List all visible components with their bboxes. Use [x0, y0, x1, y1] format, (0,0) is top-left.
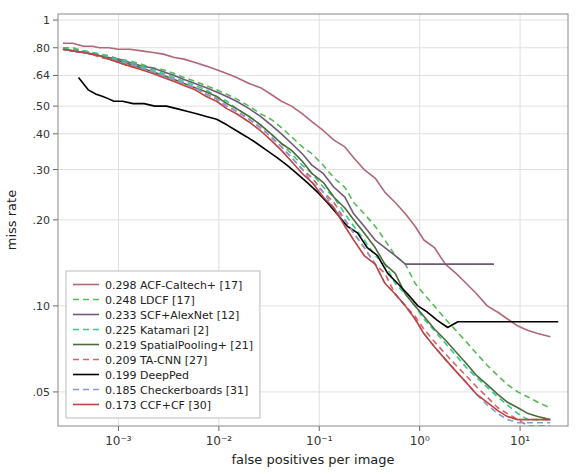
series-line: [63, 49, 494, 264]
background: [0, 0, 584, 474]
x-tick: [218, 426, 219, 431]
legend-swatch: [73, 404, 99, 406]
series-line: [63, 48, 550, 408]
y-tick: [53, 75, 58, 76]
y-tick-label: .80: [33, 42, 51, 55]
y-tick: [53, 305, 58, 306]
y-tick-label: .30: [33, 164, 51, 177]
legend-label: 0.298 ACF-Caltech+ [17]: [105, 279, 242, 292]
y-tick-label: .20: [33, 214, 51, 227]
x-axis-label: false positives per image: [231, 452, 394, 467]
legend-label: 0.173 CCF+CF [30]: [105, 399, 211, 412]
legend-swatch: [73, 329, 99, 331]
y-tick: [53, 219, 58, 220]
legend-swatch: [73, 284, 99, 286]
y-tick: [53, 391, 58, 392]
legend-swatch: [73, 389, 99, 391]
y-grid-line: [58, 133, 568, 134]
y-grid-line: [58, 169, 568, 170]
series-line: [63, 49, 550, 419]
legend-label: 0.209 TA-CNN [27]: [105, 354, 207, 367]
legend-swatch: [73, 299, 99, 301]
y-tick: [53, 133, 58, 134]
y-tick: [53, 106, 58, 107]
series-line: [79, 77, 559, 327]
x-tick-label: 10⁻¹: [306, 434, 333, 448]
x-tick-label: 10⁻²: [206, 434, 233, 448]
legend-swatch: [73, 344, 99, 346]
legend-label: 0.233 SCF+AlexNet [12]: [105, 309, 239, 322]
chart: 10⁻³ 10⁻² 10⁻¹ 10⁰ 10¹ .05 .10 .20 .30 .40 .50 .64.…: [0, 0, 584, 474]
grid: [58, 14, 568, 426]
x-tick: [319, 426, 320, 431]
legend-label: 0.219 SpatialPooling+ [21]: [105, 339, 253, 352]
y-tick-label: .40: [33, 128, 51, 141]
legend-label: 0.185 Checkerboards [31]: [105, 384, 248, 397]
x-tick: [520, 426, 521, 431]
y-axis-label: miss rate: [4, 190, 19, 250]
legend-label: 0.248 LDCF [17]: [105, 294, 195, 307]
x-tick-label: 10⁰: [410, 434, 430, 448]
axes: 10⁻³ 10⁻² 10⁻¹ 10⁰ 10¹ .05 .10 .20 .30 .40 .50 .64.…: [33, 14, 569, 448]
series-line: [63, 49, 550, 426]
x-tick-label: 10¹: [510, 434, 530, 448]
legend-swatch: [73, 314, 99, 316]
y-grid-line: [58, 20, 568, 21]
legend-box: [66, 271, 260, 418]
series-line: [63, 43, 550, 337]
y-tick: [53, 169, 58, 170]
y-tick-label: .05: [33, 386, 51, 399]
series-line: [63, 49, 550, 422]
y-grid-line: [58, 75, 568, 76]
x-tick-label: 10⁻³: [105, 434, 132, 448]
y-tick-label: 1: [43, 14, 50, 27]
y-grid-line: [58, 47, 568, 48]
y-grid-line: [58, 219, 568, 220]
y-tick: [53, 47, 58, 48]
y-grid-line: [58, 106, 568, 107]
y-tick-label: .50: [33, 100, 51, 113]
legend-label: 0.225 Katamari [2]: [105, 324, 209, 337]
x-tick: [118, 426, 119, 431]
series-line: [63, 49, 550, 419]
y-tick-label: .64: [33, 69, 51, 82]
legend: 0.298 ACF-Caltech+ [17] 0.248 LDCF [17] 0.…: [66, 271, 260, 418]
y-tick-label: .10: [33, 300, 51, 313]
lines: [63, 43, 558, 426]
y-tick: [53, 20, 58, 21]
legend-swatch: [73, 374, 99, 376]
legend-label: 0.199 DeepPed: [105, 369, 189, 382]
x-tick: [419, 426, 420, 431]
legend-swatch: [73, 359, 99, 361]
plot-frame: [58, 14, 568, 426]
